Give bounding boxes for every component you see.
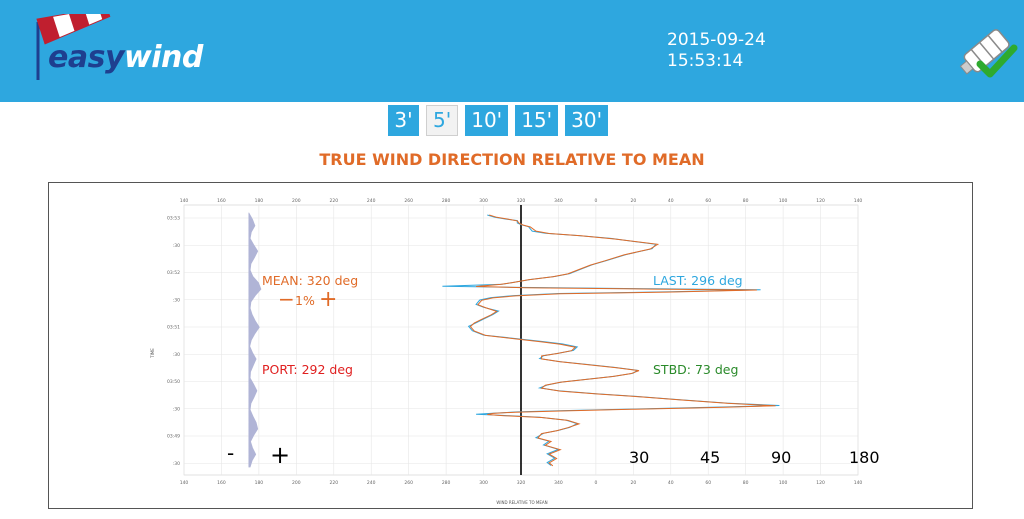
y-tick-label: :30 [173,297,180,303]
x-tick-label: 260 [404,198,413,204]
y-tick-label: 03:51 [167,325,180,331]
series-line-smoothed [469,214,776,467]
scale-decrease-button[interactable]: − [278,287,295,311]
x-tick-label: 240 [367,480,376,486]
y-tick-label: 03:53 [167,216,180,222]
y-axis-label: TIME [150,348,155,359]
current-date: 2015-09-24 [667,30,766,50]
page-title: TRUE WIND DIRECTION RELATIVE TO MEAN [319,150,705,169]
port-readout: PORT: 292 deg [262,362,353,377]
range-option-button[interactable]: 90 [771,448,791,467]
x-tick-label: 160 [217,198,226,204]
histogram-area [248,212,262,468]
mean-readout: MEAN: 320 deg [262,273,358,288]
period-selector: 3' 5' 10' 15' 30' [388,105,609,137]
x-tick-label: 0 [594,198,597,204]
chart-grid [183,204,859,476]
range-option-button[interactable]: 180 [849,448,880,467]
series-line-raw [442,214,780,466]
x-tick-label: 60 [705,480,711,486]
x-tick-label: 40 [668,198,674,204]
x-tick-label: 220 [329,480,338,486]
windsock-logo-icon [36,14,111,80]
logo-word-wind: wind [124,40,203,75]
x-tick-label: 300 [479,480,488,486]
logo-word-easy: easy [48,40,125,75]
wind-chart-panel: 140 140 160 160 180 180 200 200 220 220 240 240 260 2… [48,182,973,509]
range-option-button[interactable]: 30 [629,448,649,467]
y-tick-label: :30 [173,352,180,358]
y-tick-label: 03:49 [167,434,180,440]
scale-increase-button[interactable]: + [319,287,337,312]
direction-histogram [248,212,262,468]
x-tick-label: 240 [367,198,376,204]
x-tick-label: 20 [630,198,636,204]
x-tick-label: 220 [329,198,338,204]
windsock-check-icon[interactable] [950,14,1022,86]
range-option-button[interactable]: 45 [700,448,720,467]
datetime-display: 2015-09-24 15:53:14 [667,30,766,72]
x-tick-label: 280 [442,198,451,204]
x-tick-label: 140 [854,480,863,486]
x-tick-label: 160 [217,480,226,486]
x-tick-label: 180 [255,198,264,204]
range-options: 30 45 90 180 [629,448,880,467]
y-tick-label: :30 [173,406,180,412]
x-tick-label: 60 [705,198,711,204]
wind-direction-chart: 1401401601601801802002002202202402402602… [150,198,880,505]
x-tick-label: 300 [479,198,488,204]
x-tick-label: 140 [180,480,189,486]
x-tick-label: 120 [816,480,825,486]
y-tick-label: 03:52 [167,270,180,276]
x-tick-label: 320 [517,198,526,204]
y-tick-label: :30 [173,461,180,467]
x-tick-label: 100 [779,480,788,486]
stbd-readout: STBD: 73 deg [653,362,738,377]
x-tick-label: 120 [816,198,825,204]
logo-wordmark: easywind [48,40,203,75]
axis-ticks: 1401401601601801802002002202202402402602… [167,198,862,486]
scale-percent-value: 1% [295,293,315,308]
x-tick-label: 140 [854,198,863,204]
y-tick-label: :30 [173,243,180,249]
x-tick-label: 0 [594,480,597,486]
x-tick-label: 40 [668,480,674,486]
histogram-widen-button[interactable]: + [270,441,290,469]
x-tick-label: 180 [255,480,264,486]
period-button[interactable]: 3' [388,105,419,136]
x-tick-label: 140 [180,198,189,204]
app-header: easywind 2015-09-24 15:53:14 [0,0,1024,102]
x-tick-label: 260 [404,480,413,486]
period-button[interactable]: 5' [426,105,459,136]
x-tick-label: 200 [292,480,301,486]
x-tick-label: 320 [517,480,526,486]
wind-series [442,214,780,467]
x-tick-label: 200 [292,198,301,204]
x-axis-label: WIND RELATIVE TO MEAN [496,500,547,505]
x-tick-label: 340 [554,480,563,486]
period-button[interactable]: 10' [465,105,509,136]
current-time: 15:53:14 [667,51,744,71]
x-tick-label: 340 [554,198,563,204]
x-tick-label: 280 [442,480,451,486]
x-tick-label: 20 [630,480,636,486]
x-tick-label: 100 [779,198,788,204]
histogram-narrow-button[interactable]: - [227,441,234,465]
last-readout: LAST: 296 deg [653,273,743,288]
x-tick-label: 80 [743,480,749,486]
period-button[interactable]: 15' [515,105,559,136]
x-tick-label: 80 [743,198,749,204]
y-tick-label: 03:50 [167,379,180,385]
period-button[interactable]: 30' [565,105,609,136]
